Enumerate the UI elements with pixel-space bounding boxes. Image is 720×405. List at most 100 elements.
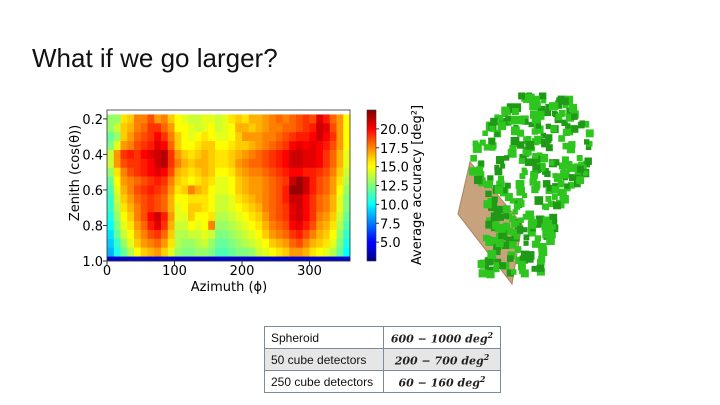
heatmap-cell xyxy=(140,212,148,222)
heatmap-cell xyxy=(127,132,135,142)
detector-cube xyxy=(523,136,531,144)
detector-cube xyxy=(538,255,546,263)
detector-cube xyxy=(488,137,496,145)
detector-cube xyxy=(538,247,548,256)
heatmap-cell xyxy=(329,229,337,240)
detector-cube xyxy=(536,264,545,272)
heatmap-cell xyxy=(107,212,115,222)
heatmap-cell xyxy=(275,238,283,248)
detector-cube xyxy=(503,213,509,219)
detector-cube xyxy=(534,196,544,205)
detector-cube xyxy=(475,166,484,174)
heatmap-cell xyxy=(316,141,324,151)
heatmap-cell xyxy=(181,238,189,248)
heatmap-cell xyxy=(302,229,310,240)
colorbar-tick-label: 7.5 xyxy=(380,217,401,232)
heatmap-cell xyxy=(329,185,337,195)
heatmap-cell xyxy=(323,238,331,248)
detector-cube xyxy=(493,208,502,217)
heatmap-cell xyxy=(194,149,202,160)
heatmap-cell xyxy=(154,238,162,248)
heatmap-cell xyxy=(208,238,216,248)
heatmap-cell xyxy=(147,185,155,195)
heatmap-cell xyxy=(221,238,229,248)
heatmap-cell xyxy=(120,247,128,257)
heatmap-cell xyxy=(248,141,256,151)
heatmap-cell xyxy=(336,203,344,213)
heatmap-cell xyxy=(275,203,283,213)
detector-cube xyxy=(512,209,518,215)
heatmap-cell xyxy=(343,149,351,160)
heatmap-cell xyxy=(296,114,304,124)
detector-cube xyxy=(552,219,558,225)
heatmap-cell xyxy=(329,247,337,257)
heatmap-cell xyxy=(248,247,256,257)
table-row: 250 cube detectors 60 − 160 deg2 xyxy=(264,370,501,393)
heatmap-cell xyxy=(242,221,250,231)
heatmap-cell xyxy=(282,256,290,262)
heatmap-cell xyxy=(134,203,142,213)
accuracy-exponent: 2 xyxy=(487,329,494,340)
heatmap-cell xyxy=(134,141,142,151)
detector-cube xyxy=(556,102,563,109)
heatmap-cell xyxy=(174,203,182,213)
heatmap-cell xyxy=(208,229,216,240)
heatmap-cell xyxy=(248,114,256,124)
heatmap-cell xyxy=(174,132,182,142)
heatmap-cell xyxy=(201,123,209,133)
heatmap-cell xyxy=(302,132,310,142)
detector-cube xyxy=(543,205,549,211)
colorbar-tick-label: 5.0 xyxy=(380,236,401,251)
detector-cube xyxy=(512,103,522,113)
x-tick-label: 0 xyxy=(103,264,111,279)
heatmap-cell xyxy=(289,247,297,257)
heatmap-cell xyxy=(329,176,337,186)
detector-cube xyxy=(472,140,479,147)
heatmap-cell xyxy=(161,238,169,248)
heatmap-cell xyxy=(316,114,324,124)
detector-cube xyxy=(529,178,537,186)
detector-cube xyxy=(493,262,499,268)
heatmap-cell xyxy=(262,212,270,222)
colorbar-tick-label: 17.5 xyxy=(380,142,409,157)
heatmap-cell xyxy=(208,212,216,222)
detector-cube xyxy=(510,229,517,236)
heatmap-cell xyxy=(161,158,169,169)
detector-cube xyxy=(540,164,546,170)
table-row: 50 cube detectors 200 − 700 deg2 xyxy=(264,348,501,371)
heatmap-cell xyxy=(275,185,283,195)
heatmap-cell xyxy=(235,167,243,177)
detector-cube xyxy=(502,205,510,213)
heatmap-cell xyxy=(215,221,223,231)
heatmap-cell xyxy=(235,141,243,151)
detector-cube xyxy=(494,131,500,137)
heatmap-cell xyxy=(302,149,310,160)
heatmap-cell xyxy=(154,185,162,195)
heatmap-cell xyxy=(323,176,331,186)
heatmap-cell xyxy=(215,212,223,222)
heatmap-cell xyxy=(228,221,236,231)
heatmap-cell xyxy=(113,176,121,186)
heatmap-cell xyxy=(269,212,277,222)
x-tick-label: 300 xyxy=(297,264,322,279)
heatmap-cell xyxy=(201,149,209,160)
heatmap-cell xyxy=(255,212,263,222)
heatmap-cell xyxy=(329,203,337,213)
heatmap-cell xyxy=(208,114,216,124)
heatmap-cell xyxy=(316,238,324,248)
heatmap-cell xyxy=(194,203,202,213)
detector-cube-cluster-render xyxy=(457,92,594,286)
heatmap-cell xyxy=(309,132,317,142)
heatmap-cell xyxy=(181,185,189,195)
heatmap-cell xyxy=(194,141,202,151)
detector-cube xyxy=(542,180,551,188)
colorbar-tick-label: 12.5 xyxy=(380,180,409,195)
heatmap-cell xyxy=(262,256,270,262)
heatmap-cell xyxy=(275,176,283,186)
heatmap-cell xyxy=(235,123,243,133)
detector-cube xyxy=(562,102,569,109)
heatmap-cell xyxy=(316,185,324,195)
heatmap-cell xyxy=(134,221,142,231)
heatmap-cell xyxy=(343,185,351,195)
cube-cluster xyxy=(468,92,594,279)
